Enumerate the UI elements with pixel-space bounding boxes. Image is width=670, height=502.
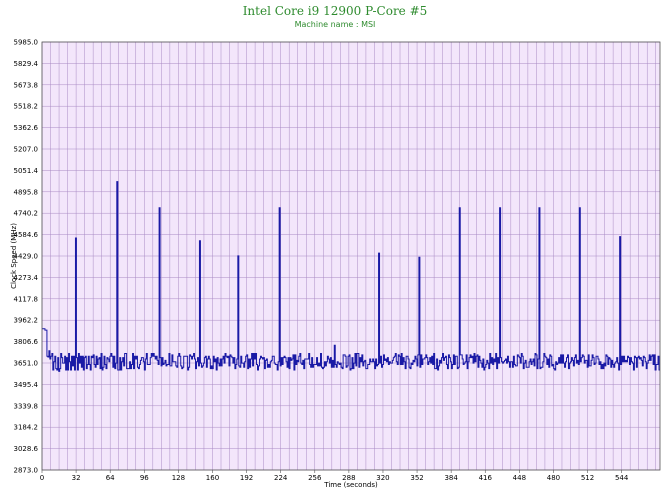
plot-border [41, 41, 661, 471]
y-tick-label: 5362.6 [14, 124, 39, 132]
y-tick-label: 4273.4 [14, 274, 39, 282]
x-tick-label: 96 [140, 474, 149, 482]
x-axis-label: Time (seconds) [323, 481, 378, 489]
y-tick-label: 4584.6 [14, 231, 39, 239]
y-tick-label: 3028.6 [14, 445, 39, 453]
x-tick-label: 160 [206, 474, 219, 482]
y-tick-label: 3651.0 [14, 360, 39, 368]
x-tick-label: 512 [581, 474, 594, 482]
y-tick-label: 4429.0 [14, 253, 39, 261]
y-tick-label: 3962.2 [14, 317, 39, 325]
x-tick-label: 416 [479, 474, 493, 482]
x-tick-label: 192 [240, 474, 253, 482]
y-tick-label: 5207.0 [14, 146, 39, 154]
series-line-clock-speed [42, 181, 660, 372]
chart-subtitle: Machine name : MSI [294, 20, 376, 29]
x-tick-label: 288 [342, 474, 355, 482]
y-tick-label: 3806.6 [14, 338, 39, 346]
x-tick-label: 64 [106, 474, 115, 482]
x-tick-label: 320 [376, 474, 389, 482]
y-tick-label: 4740.2 [14, 210, 39, 218]
axis-ticks: 2873.0 3028.6 3184.2 3339.8 3495.4 3651.0 3806… [14, 39, 629, 483]
y-tick-label: 5985.0 [14, 39, 39, 47]
y-tick-label: 5051.4 [14, 167, 39, 175]
x-tick-label: 448 [513, 474, 526, 482]
y-tick-label: 3184.2 [14, 424, 39, 432]
series-layer [42, 181, 660, 372]
y-tick-label: 2873.0 [14, 467, 39, 475]
x-tick-label: 0 [40, 474, 44, 482]
y-tick-label: 5673.8 [14, 81, 39, 89]
y-tick-label: 3495.4 [14, 381, 39, 389]
y-tick-label: 4117.8 [14, 295, 39, 303]
x-tick-label: 544 [615, 474, 629, 482]
x-tick-label: 384 [444, 474, 458, 482]
x-tick-label: 224 [274, 474, 288, 482]
x-tick-label: 352 [410, 474, 423, 482]
y-axis-label: Clock Speed (MHz) [10, 223, 18, 289]
x-tick-label: 32 [72, 474, 81, 482]
x-tick-label: 128 [172, 474, 185, 482]
chart-title: Intel Core i9 12900 P-Core #5 [242, 4, 428, 18]
grid-lines [41, 41, 660, 471]
y-tick-label: 3339.8 [14, 402, 39, 410]
y-tick-label: 5829.4 [14, 60, 39, 68]
x-tick-label: 480 [547, 474, 560, 482]
y-tick-label: 4895.8 [14, 188, 39, 196]
y-tick-label: 5518.2 [14, 103, 39, 111]
x-tick-label: 256 [308, 474, 322, 482]
